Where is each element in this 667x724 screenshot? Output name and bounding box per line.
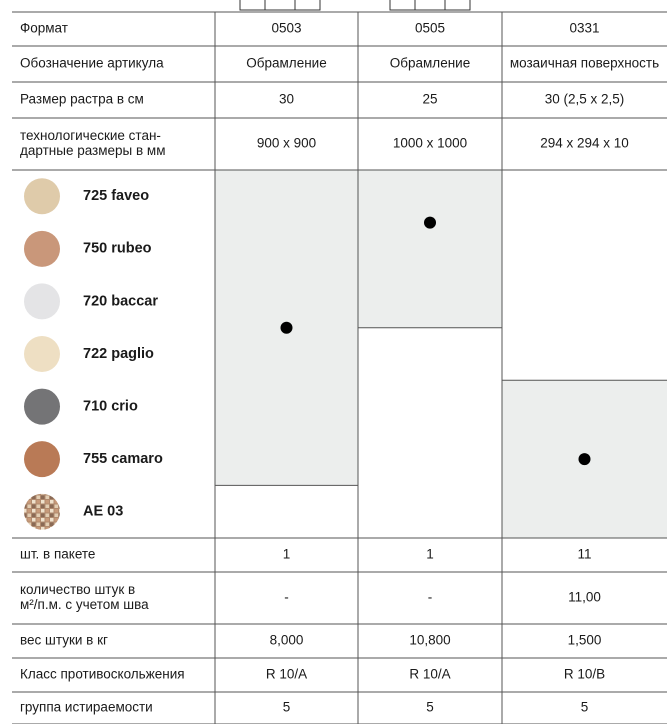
dot (424, 216, 436, 229)
cell-text: 1 (283, 547, 291, 562)
cell-text: - (428, 590, 433, 605)
cell-text: Размер растра в см (20, 92, 144, 107)
cell-text: R 10/A (266, 667, 307, 682)
color-name: 725 faveo (83, 188, 149, 204)
group-bg (358, 170, 502, 328)
swatch (24, 178, 60, 215)
cell-text: 0505 (415, 21, 445, 36)
dot (280, 321, 293, 334)
swatch (24, 230, 60, 267)
cell-text: Обозначение артикула (20, 56, 164, 71)
swatch (24, 493, 60, 530)
cell-text: 1 (426, 547, 434, 562)
color-name: 710 crio (83, 398, 138, 414)
color-name: 755 camaro (83, 451, 163, 467)
cell-text: шт. в пакете (20, 547, 95, 562)
cell-text: Обрамление (390, 56, 470, 71)
cell-text: Обрамление (246, 56, 326, 71)
cell-text: - (284, 590, 289, 605)
cell-text: 10,800 (409, 633, 450, 648)
swatch (24, 441, 60, 478)
cell-text: технологические стан- (20, 128, 161, 143)
swatch (24, 335, 60, 372)
cell-text: 11,00 (568, 590, 601, 605)
cell-text: 5 (581, 700, 589, 715)
cell-text: дартные размеры в мм (20, 143, 166, 158)
color-name: 750 rubeo (83, 241, 152, 257)
cell-text: количество штук в (20, 582, 135, 597)
cell-text: 30 (2,5 x 2,5) (545, 92, 625, 107)
swatch (24, 388, 60, 425)
color-name: 720 baccar (83, 293, 158, 309)
cell-text: 25 (422, 92, 437, 107)
top-icons (239, 0, 471, 11)
dot (578, 453, 591, 466)
cell-text: 1,500 (568, 633, 602, 648)
table: Формат 0503 0505 0331 Обозначение артикула Об… (12, 11, 667, 724)
cell-text: 30 (279, 92, 294, 107)
cell-text: Формат (20, 21, 68, 36)
cell-text: группа истираемости (20, 700, 153, 715)
cell-text: 1000 x 1000 (393, 136, 467, 151)
cell-text: 11 (577, 547, 591, 562)
color-name: AE 03 (83, 504, 123, 520)
cell-text: 0331 (569, 21, 599, 36)
cell-text: м²/п.м. с учетом шва (20, 597, 149, 612)
cell-text: 5 (283, 700, 291, 715)
swatch (24, 283, 60, 320)
cell-text: R 10/B (564, 667, 605, 682)
cell-text: R 10/A (409, 667, 450, 682)
cell-text: мозаичная поверхность (510, 56, 659, 71)
cell-text: Класс противоскольжения (20, 667, 185, 682)
cell-text: 8,000 (270, 633, 304, 648)
cell-text: 294 x 294 x 10 (540, 136, 629, 151)
cell-text: 0503 (271, 21, 301, 36)
cell-text: 5 (426, 700, 434, 715)
color-name: 722 paglio (83, 346, 154, 362)
cell-text: вес штуки в кг (20, 633, 108, 648)
cell-text: 900 x 900 (257, 136, 316, 151)
